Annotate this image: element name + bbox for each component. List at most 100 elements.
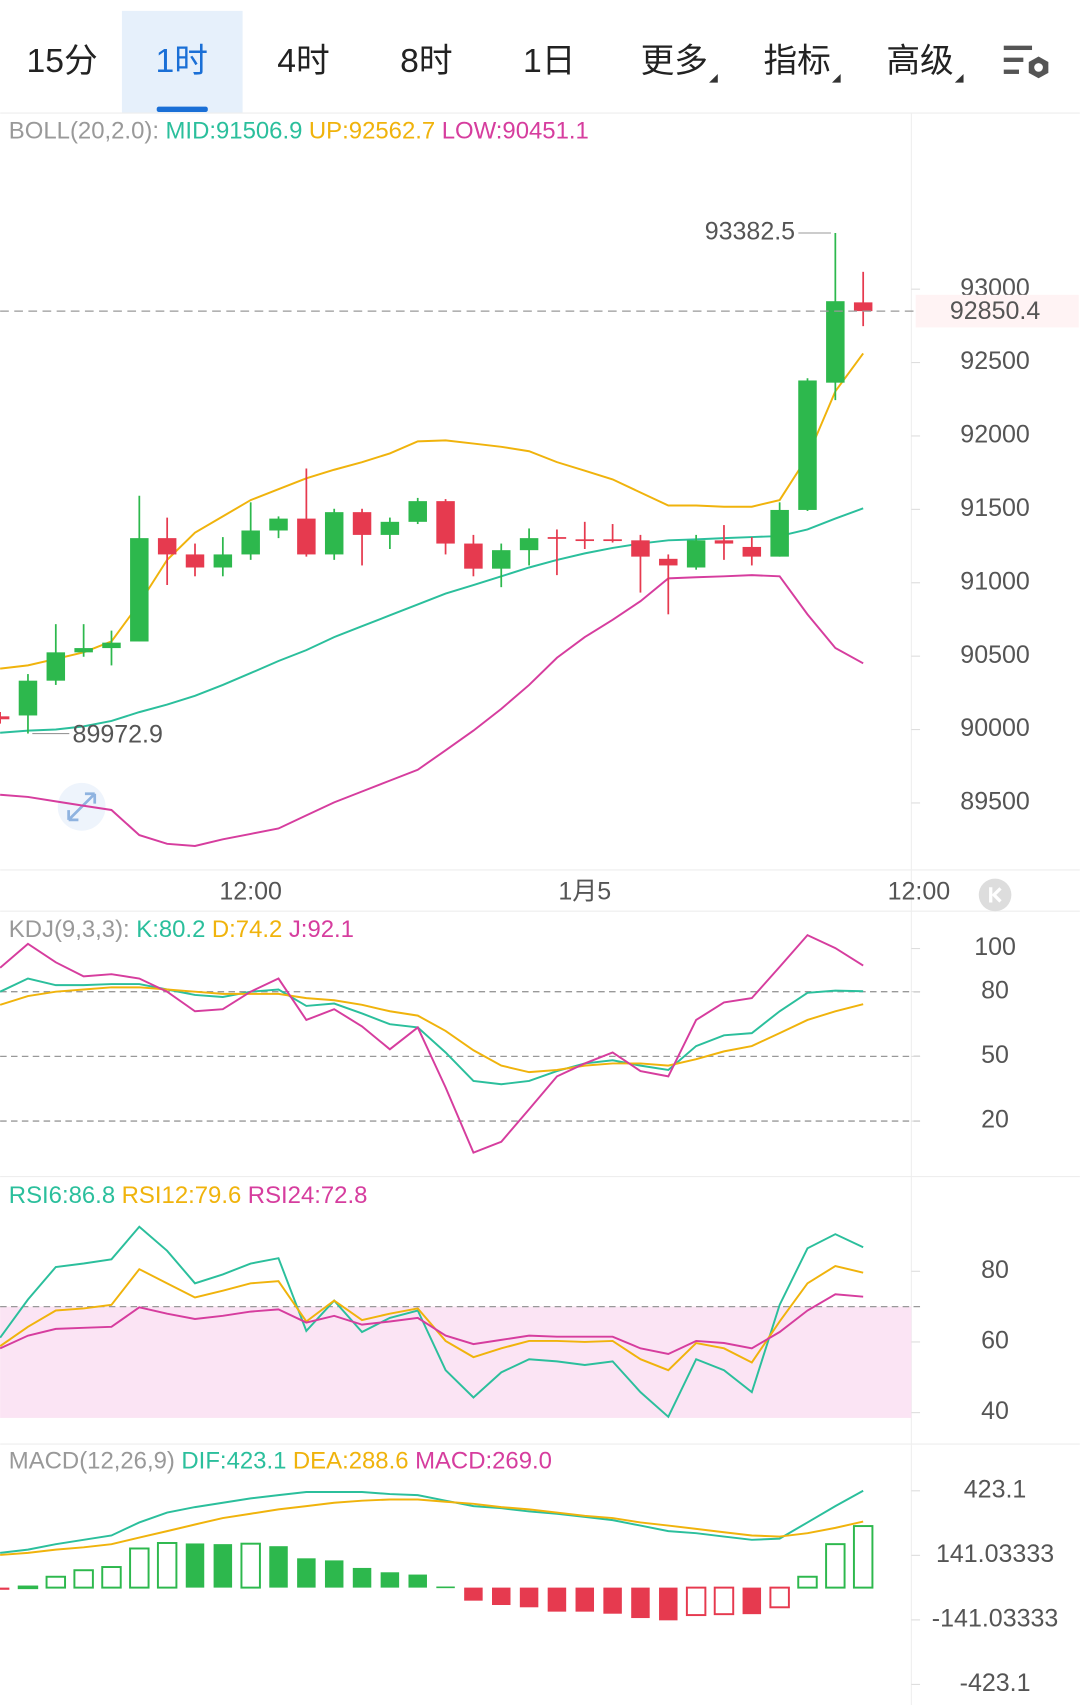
min-label: 89972.9 xyxy=(73,720,163,748)
tab-label: 8时 xyxy=(400,42,452,80)
macd-bar xyxy=(297,1558,316,1588)
legend-entry: MID:91506.9 xyxy=(166,118,303,145)
candle-body xyxy=(157,538,177,555)
candle-body xyxy=(436,501,455,544)
macd-bar xyxy=(659,1587,678,1621)
macd-bar xyxy=(797,1575,818,1589)
legend-entry: UP:92562.7 xyxy=(309,118,435,145)
candle-body xyxy=(0,716,10,720)
tab-label: 1日 xyxy=(523,42,575,80)
menu-caret xyxy=(831,73,841,83)
y-tick-label: 80 xyxy=(981,976,1009,1004)
indicator-title: MACD(12,26,9) xyxy=(9,1448,175,1475)
candle-body xyxy=(714,540,734,544)
panel-header: BOLL(20,2.0): MID:91506.9 UP:92562.7 LOW:90… xyxy=(9,118,589,145)
candle-body xyxy=(853,302,873,312)
candle-body xyxy=(464,543,483,569)
candle-body xyxy=(74,648,93,653)
candle-body xyxy=(770,509,789,557)
shade-zone xyxy=(0,1306,912,1418)
y-tick-label: 40 xyxy=(981,1397,1009,1425)
legend-entry: MACD:269.0 xyxy=(415,1448,552,1475)
indicator-line xyxy=(0,1293,864,1356)
y-tick-label: 91000 xyxy=(960,567,1030,595)
macd-bar xyxy=(45,1575,67,1589)
legend-entry: RSI24:72.8 xyxy=(248,1183,368,1210)
candle-body xyxy=(269,518,288,531)
tab-label: 更多 xyxy=(641,42,708,80)
tab-indicator xyxy=(156,106,208,112)
y-tick-label: 91500 xyxy=(960,494,1030,522)
indicator-line xyxy=(0,933,864,1154)
candle-body xyxy=(241,530,260,555)
last-price-box xyxy=(915,294,1079,328)
macd-bar xyxy=(685,1586,707,1617)
macd-bar xyxy=(269,1546,288,1588)
tab[interactable]: 15分 xyxy=(27,42,98,80)
candle-body xyxy=(798,380,817,510)
icon-bar xyxy=(1003,57,1024,62)
legend-entry: J:92.1 xyxy=(289,916,354,943)
macd-bar xyxy=(464,1587,483,1601)
macd-bar xyxy=(436,1586,455,1589)
last-price-label: 92850.4 xyxy=(950,297,1040,325)
panel: 80 60 40 RSI6:86.8 RSI12:79.6 RSI24:72.8 xyxy=(0,1183,1009,1425)
legend-entry: DIF:423.1 xyxy=(181,1448,286,1475)
menu-caret xyxy=(954,73,964,83)
tab[interactable]: 更多 xyxy=(641,42,718,83)
candle-body xyxy=(575,539,595,542)
tab[interactable]: 指标 xyxy=(763,42,841,83)
panel-header: KDJ(9,3,3): K:80.2 D:74.2 J:92.1 xyxy=(9,916,354,943)
legend-entry: LOW:90451.1 xyxy=(442,118,589,145)
tab-label: 1时 xyxy=(155,42,207,80)
macd-bar xyxy=(0,1587,10,1590)
legend-entry: RSI6:86.8 xyxy=(9,1183,115,1210)
macd-bar xyxy=(825,1543,846,1589)
icon-bar xyxy=(1003,45,1033,51)
tab-label: 4时 xyxy=(277,42,329,80)
zoom-button[interactable] xyxy=(57,782,106,831)
indicator-title: BOLL(20,2.0): xyxy=(9,118,159,145)
y-tick-label: 92000 xyxy=(960,421,1030,449)
candle-body xyxy=(213,554,233,568)
reset-button[interactable] xyxy=(978,878,1012,912)
legend-entry: K:80.2 xyxy=(136,916,205,943)
reset-arrow xyxy=(989,887,1002,903)
zoom-arrows xyxy=(67,792,97,822)
settings-icon[interactable] xyxy=(1003,45,1049,79)
candle-body xyxy=(519,538,539,551)
indicator-line xyxy=(0,1489,864,1554)
candle-body xyxy=(46,652,66,681)
candle-body xyxy=(631,540,650,557)
indicator-line xyxy=(0,574,864,847)
candle-body xyxy=(547,537,567,539)
macd-bar xyxy=(380,1572,400,1588)
y-tick-label: 90000 xyxy=(960,714,1030,742)
tab[interactable]: 高级 xyxy=(886,42,964,83)
tab[interactable]: 8时 xyxy=(400,42,452,80)
panel: 100 80 50 20 KDJ(9,3,3): K:80.2 D:74.2 J:92.1 xyxy=(0,916,1016,1154)
tab[interactable]: 1日 xyxy=(523,42,575,80)
icon-bar xyxy=(1003,69,1019,74)
macd-bar xyxy=(213,1544,233,1588)
macd-bar xyxy=(352,1567,372,1588)
panel: 423.1 141.03333 -141.03333 -423.1 MACD(12,26… xyxy=(0,1448,1058,1697)
macd-bar xyxy=(519,1587,539,1608)
candle-body xyxy=(742,546,762,557)
indicator-line xyxy=(0,1264,864,1372)
macd-bar xyxy=(631,1587,650,1619)
y-tick-label: 50 xyxy=(981,1041,1009,1069)
y-tick-label: 141.03333 xyxy=(936,1540,1054,1568)
candle-body xyxy=(297,518,316,555)
macd-bar xyxy=(101,1566,122,1589)
macd-bar xyxy=(73,1569,94,1589)
legend-entry: D:74.2 xyxy=(212,916,282,943)
macd-bar xyxy=(603,1587,622,1614)
tab[interactable]: 4时 xyxy=(277,42,329,80)
y-tick-label: 80 xyxy=(981,1256,1009,1284)
macd-bar xyxy=(713,1586,735,1616)
tab-selected-bg xyxy=(121,10,243,114)
tab[interactable]: 1时 xyxy=(121,10,243,114)
legend-entry: DEA:288.6 xyxy=(293,1448,409,1475)
y-tick-label: 20 xyxy=(981,1106,1009,1134)
